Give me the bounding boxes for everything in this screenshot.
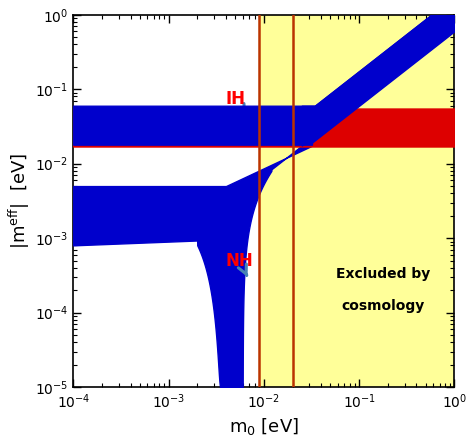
X-axis label: $\mathrm{m_{0}}$ [eV]: $\mathrm{m_{0}}$ [eV] [229, 416, 299, 437]
Text: IH: IH [226, 90, 246, 114]
Text: Excluded by

cosmology: Excluded by cosmology [337, 267, 430, 313]
Text: NH: NH [226, 252, 254, 275]
Bar [259, 15, 292, 387]
Y-axis label: $|\mathrm{m^{eff}}|$  [eV]: $|\mathrm{m^{eff}}|$ [eV] [7, 153, 32, 249]
